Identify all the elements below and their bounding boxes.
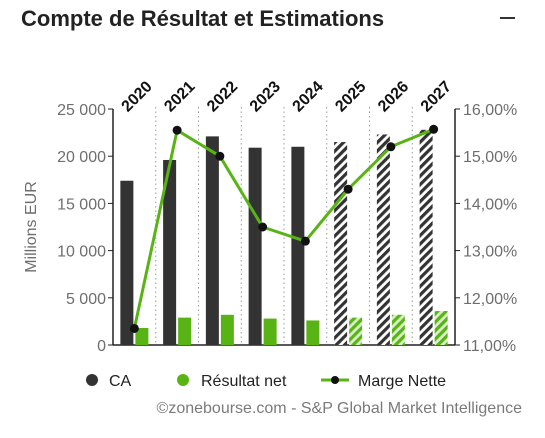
bar-resultat-net (135, 328, 149, 345)
bar-ca (163, 159, 177, 345)
bar-resultat-net (391, 314, 405, 345)
minus-icon[interactable] (500, 17, 515, 19)
y-axis-title: Millions EUR (23, 181, 40, 273)
point-marge-nette (300, 236, 310, 246)
bar-ca (376, 134, 390, 345)
year-label: 2021 (161, 78, 198, 115)
left-tick-label: 25 000 (57, 102, 106, 119)
point-marge-nette (343, 184, 353, 194)
bar-ca (120, 180, 134, 345)
left-tick-label: 20 000 (57, 149, 106, 166)
point-marge-nette (386, 142, 396, 152)
legend-marge-nette-marker (331, 376, 339, 384)
legend-ca-marker (86, 374, 98, 386)
right-tick-label: 16,00% (463, 102, 517, 119)
bar-ca (291, 146, 305, 345)
left-tick-label: 10 000 (57, 244, 106, 261)
right-tick-label: 14,00% (463, 196, 517, 213)
point-marge-nette (215, 151, 225, 161)
bar-resultat-net (263, 318, 277, 345)
left-tick-label: 15 000 (57, 196, 106, 213)
chart-credit: ©zonebourse.com - S&P Global Market Inte… (156, 400, 522, 417)
bar-resultat-net (178, 317, 192, 345)
point-marge-nette (258, 222, 268, 232)
left-tick-label: 0 (97, 338, 106, 355)
bar-ca (248, 147, 262, 345)
point-marge-nette (429, 124, 439, 134)
point-marge-nette (129, 323, 139, 333)
legend-resultat-net-marker (177, 374, 189, 386)
year-label: 2027 (418, 78, 455, 115)
right-tick-label: 11,00% (463, 338, 516, 355)
chart-header: Compte de Résultat et Estimations (0, 0, 545, 44)
left-tick-label: 5 000 (66, 291, 106, 308)
bar-ca (419, 129, 433, 345)
year-label: 2025 (332, 78, 369, 115)
year-label: 2023 (247, 78, 284, 115)
bar-ca (334, 142, 348, 345)
right-tick-label: 12,00% (463, 291, 517, 308)
year-label: 2022 (204, 78, 241, 115)
bar-resultat-net (306, 320, 320, 345)
line-marge-nette (132, 127, 435, 329)
legend-resultat-net-label: Résultat net (201, 373, 287, 390)
right-tick-label: 15,00% (463, 149, 517, 166)
chart-title: Compte de Résultat et Estimations (21, 6, 385, 31)
year-label: 2020 (119, 78, 156, 115)
bar-resultat-net (220, 314, 234, 345)
year-label: 2026 (375, 78, 412, 115)
point-marge-nette (172, 125, 182, 135)
bar-resultat-net (434, 311, 448, 345)
legend-ca-label: CA (109, 373, 132, 390)
legend-marge-nette-label: Marge Nette (358, 373, 446, 390)
right-tick-label: 13,00% (463, 244, 517, 261)
bar-resultat-net (349, 317, 363, 345)
bar-ca (205, 136, 219, 345)
year-label: 2024 (290, 78, 327, 115)
